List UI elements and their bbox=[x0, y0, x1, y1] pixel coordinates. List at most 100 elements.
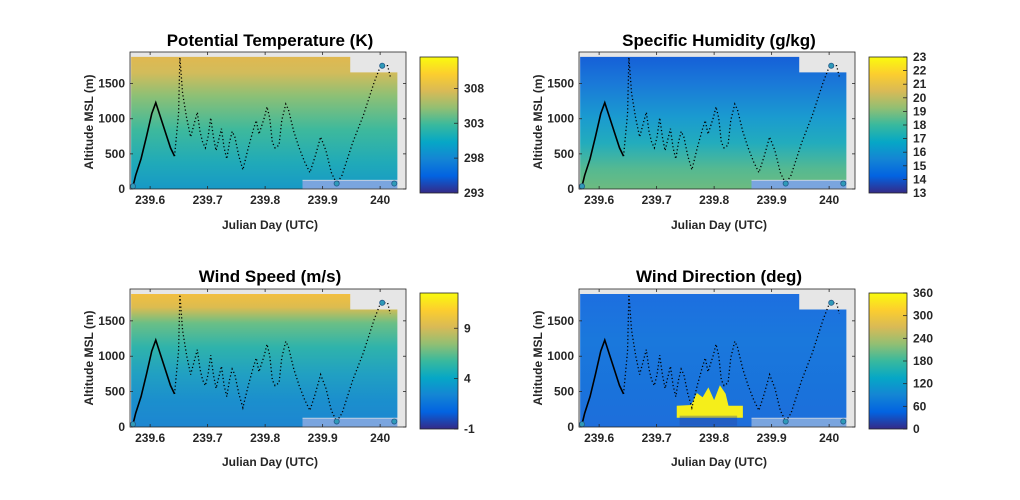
colorbar-tick-label: 23 bbox=[913, 50, 927, 64]
axes-box bbox=[578, 288, 856, 428]
x-tick-label: 239.8 bbox=[699, 193, 729, 207]
y-tick-label: 0 bbox=[118, 420, 125, 434]
flight-track-dotted bbox=[173, 57, 391, 185]
x-tick-label: 239.9 bbox=[308, 431, 338, 445]
y-tick-label: 1000 bbox=[547, 112, 574, 126]
track-marker bbox=[129, 421, 136, 428]
colorbar-tick-label: 4 bbox=[464, 372, 471, 386]
data-field bbox=[131, 56, 398, 189]
x-tick-label: 239.6 bbox=[584, 193, 614, 207]
y-tick-label: 0 bbox=[567, 182, 574, 196]
track-marker bbox=[379, 62, 386, 69]
track-marker bbox=[333, 418, 340, 425]
flight-track-solid bbox=[581, 100, 625, 187]
track-marker bbox=[579, 421, 586, 428]
colorbar-tick-label: 13 bbox=[913, 186, 927, 200]
colorbar-tick-label: 16 bbox=[913, 145, 927, 159]
panel-specific-humidity: Specific Humidity (g/kg) Altitude MSL (m… bbox=[531, 31, 927, 232]
x-tick-label: 239.8 bbox=[699, 431, 729, 445]
flight-track-dotted bbox=[622, 57, 840, 185]
colorbar-tick-label: 19 bbox=[913, 104, 927, 118]
x-axis-label: Julian Day (UTC) bbox=[671, 455, 767, 469]
data-field bbox=[580, 56, 847, 189]
x-axis-label: Julian Day (UTC) bbox=[222, 455, 318, 469]
flight-track-dotted bbox=[173, 294, 391, 423]
surface-band bbox=[302, 180, 398, 189]
colorbar-tick-label: 180 bbox=[913, 354, 933, 368]
low-direction-band bbox=[679, 415, 738, 426]
high-direction-patch bbox=[676, 385, 743, 418]
panel-wind-speed: Wind Speed (m/s) Altitude MSL (m) Julian… bbox=[82, 267, 475, 469]
axes-box bbox=[129, 51, 407, 190]
y-tick-label: 500 bbox=[105, 147, 125, 161]
colorbar-tick-label: -1 bbox=[464, 422, 475, 436]
y-tick-label: 500 bbox=[554, 385, 574, 399]
chart-title: Specific Humidity (g/kg) bbox=[622, 31, 816, 50]
x-tick-label: 239.9 bbox=[757, 193, 787, 207]
y-tick-label: 500 bbox=[554, 147, 574, 161]
surface-band bbox=[302, 418, 398, 427]
colorbar bbox=[419, 56, 459, 194]
colorbar bbox=[868, 292, 908, 430]
colorbar-tick-label: 22 bbox=[913, 64, 927, 78]
colorbar-tick-label: 60 bbox=[913, 399, 927, 413]
y-tick-label: 0 bbox=[567, 420, 574, 434]
flight-track-solid bbox=[132, 100, 176, 187]
x-tick-label: 239.9 bbox=[757, 431, 787, 445]
x-tick-label: 240 bbox=[819, 431, 839, 445]
colorbar-tick-label: 240 bbox=[913, 331, 933, 345]
chart-title: Potential Temperature (K) bbox=[167, 31, 374, 50]
x-tick-label: 239.6 bbox=[135, 193, 165, 207]
track-marker bbox=[782, 418, 789, 425]
colorbar-tick-label: 303 bbox=[464, 116, 484, 130]
panel-wind-direction: Wind Direction (deg) Altitude MSL (m) Ju… bbox=[531, 267, 933, 469]
axes-box bbox=[129, 288, 407, 428]
surface-band bbox=[751, 180, 847, 189]
track-marker bbox=[379, 299, 386, 306]
colorbar-tick-label: 300 bbox=[913, 309, 933, 323]
y-axis-label: Altitude MSL (m) bbox=[531, 74, 545, 169]
colorbar-tick-label: 360 bbox=[913, 286, 933, 300]
colorbar-tick-label: 18 bbox=[913, 118, 927, 132]
x-tick-label: 240 bbox=[370, 193, 390, 207]
flight-track-dotted bbox=[622, 294, 840, 423]
colorbar bbox=[868, 56, 908, 194]
colorbar-tick-label: 120 bbox=[913, 377, 933, 391]
x-tick-label: 239.7 bbox=[193, 431, 223, 445]
y-tick-label: 1000 bbox=[547, 349, 574, 363]
colorbar-tick-label: 17 bbox=[913, 132, 927, 146]
chart-title: Wind Direction (deg) bbox=[636, 267, 802, 286]
x-tick-label: 239.7 bbox=[642, 431, 672, 445]
x-tick-label: 239.6 bbox=[135, 431, 165, 445]
y-tick-label: 1500 bbox=[547, 314, 574, 328]
y-tick-label: 1000 bbox=[98, 349, 125, 363]
x-tick-label: 240 bbox=[819, 193, 839, 207]
axes-box bbox=[578, 51, 856, 190]
data-field bbox=[580, 293, 847, 427]
colorbar-tick-label: 0 bbox=[913, 422, 920, 436]
x-tick-label: 239.7 bbox=[642, 193, 672, 207]
track-marker bbox=[129, 183, 136, 190]
flight-track-solid bbox=[132, 337, 176, 425]
track-marker bbox=[579, 183, 586, 190]
colorbar-tick-label: 15 bbox=[913, 159, 927, 173]
colorbar-tick-label: 21 bbox=[913, 77, 927, 91]
x-tick-label: 239.6 bbox=[584, 431, 614, 445]
track-marker bbox=[840, 180, 847, 187]
colorbar bbox=[419, 292, 459, 430]
x-tick-label: 240 bbox=[370, 431, 390, 445]
x-axis-label: Julian Day (UTC) bbox=[222, 218, 318, 232]
x-tick-label: 239.8 bbox=[250, 193, 280, 207]
y-tick-label: 1500 bbox=[98, 77, 125, 91]
colorbar-tick-label: 20 bbox=[913, 91, 927, 105]
chart-title: Wind Speed (m/s) bbox=[199, 267, 341, 286]
colorbar-tick-label: 308 bbox=[464, 81, 484, 95]
track-marker bbox=[782, 180, 789, 187]
y-tick-label: 1000 bbox=[98, 112, 125, 126]
track-marker bbox=[828, 299, 835, 306]
track-marker bbox=[333, 180, 340, 187]
colorbar-tick-label: 9 bbox=[464, 321, 471, 335]
track-marker bbox=[391, 180, 398, 187]
surface-band bbox=[751, 418, 847, 427]
